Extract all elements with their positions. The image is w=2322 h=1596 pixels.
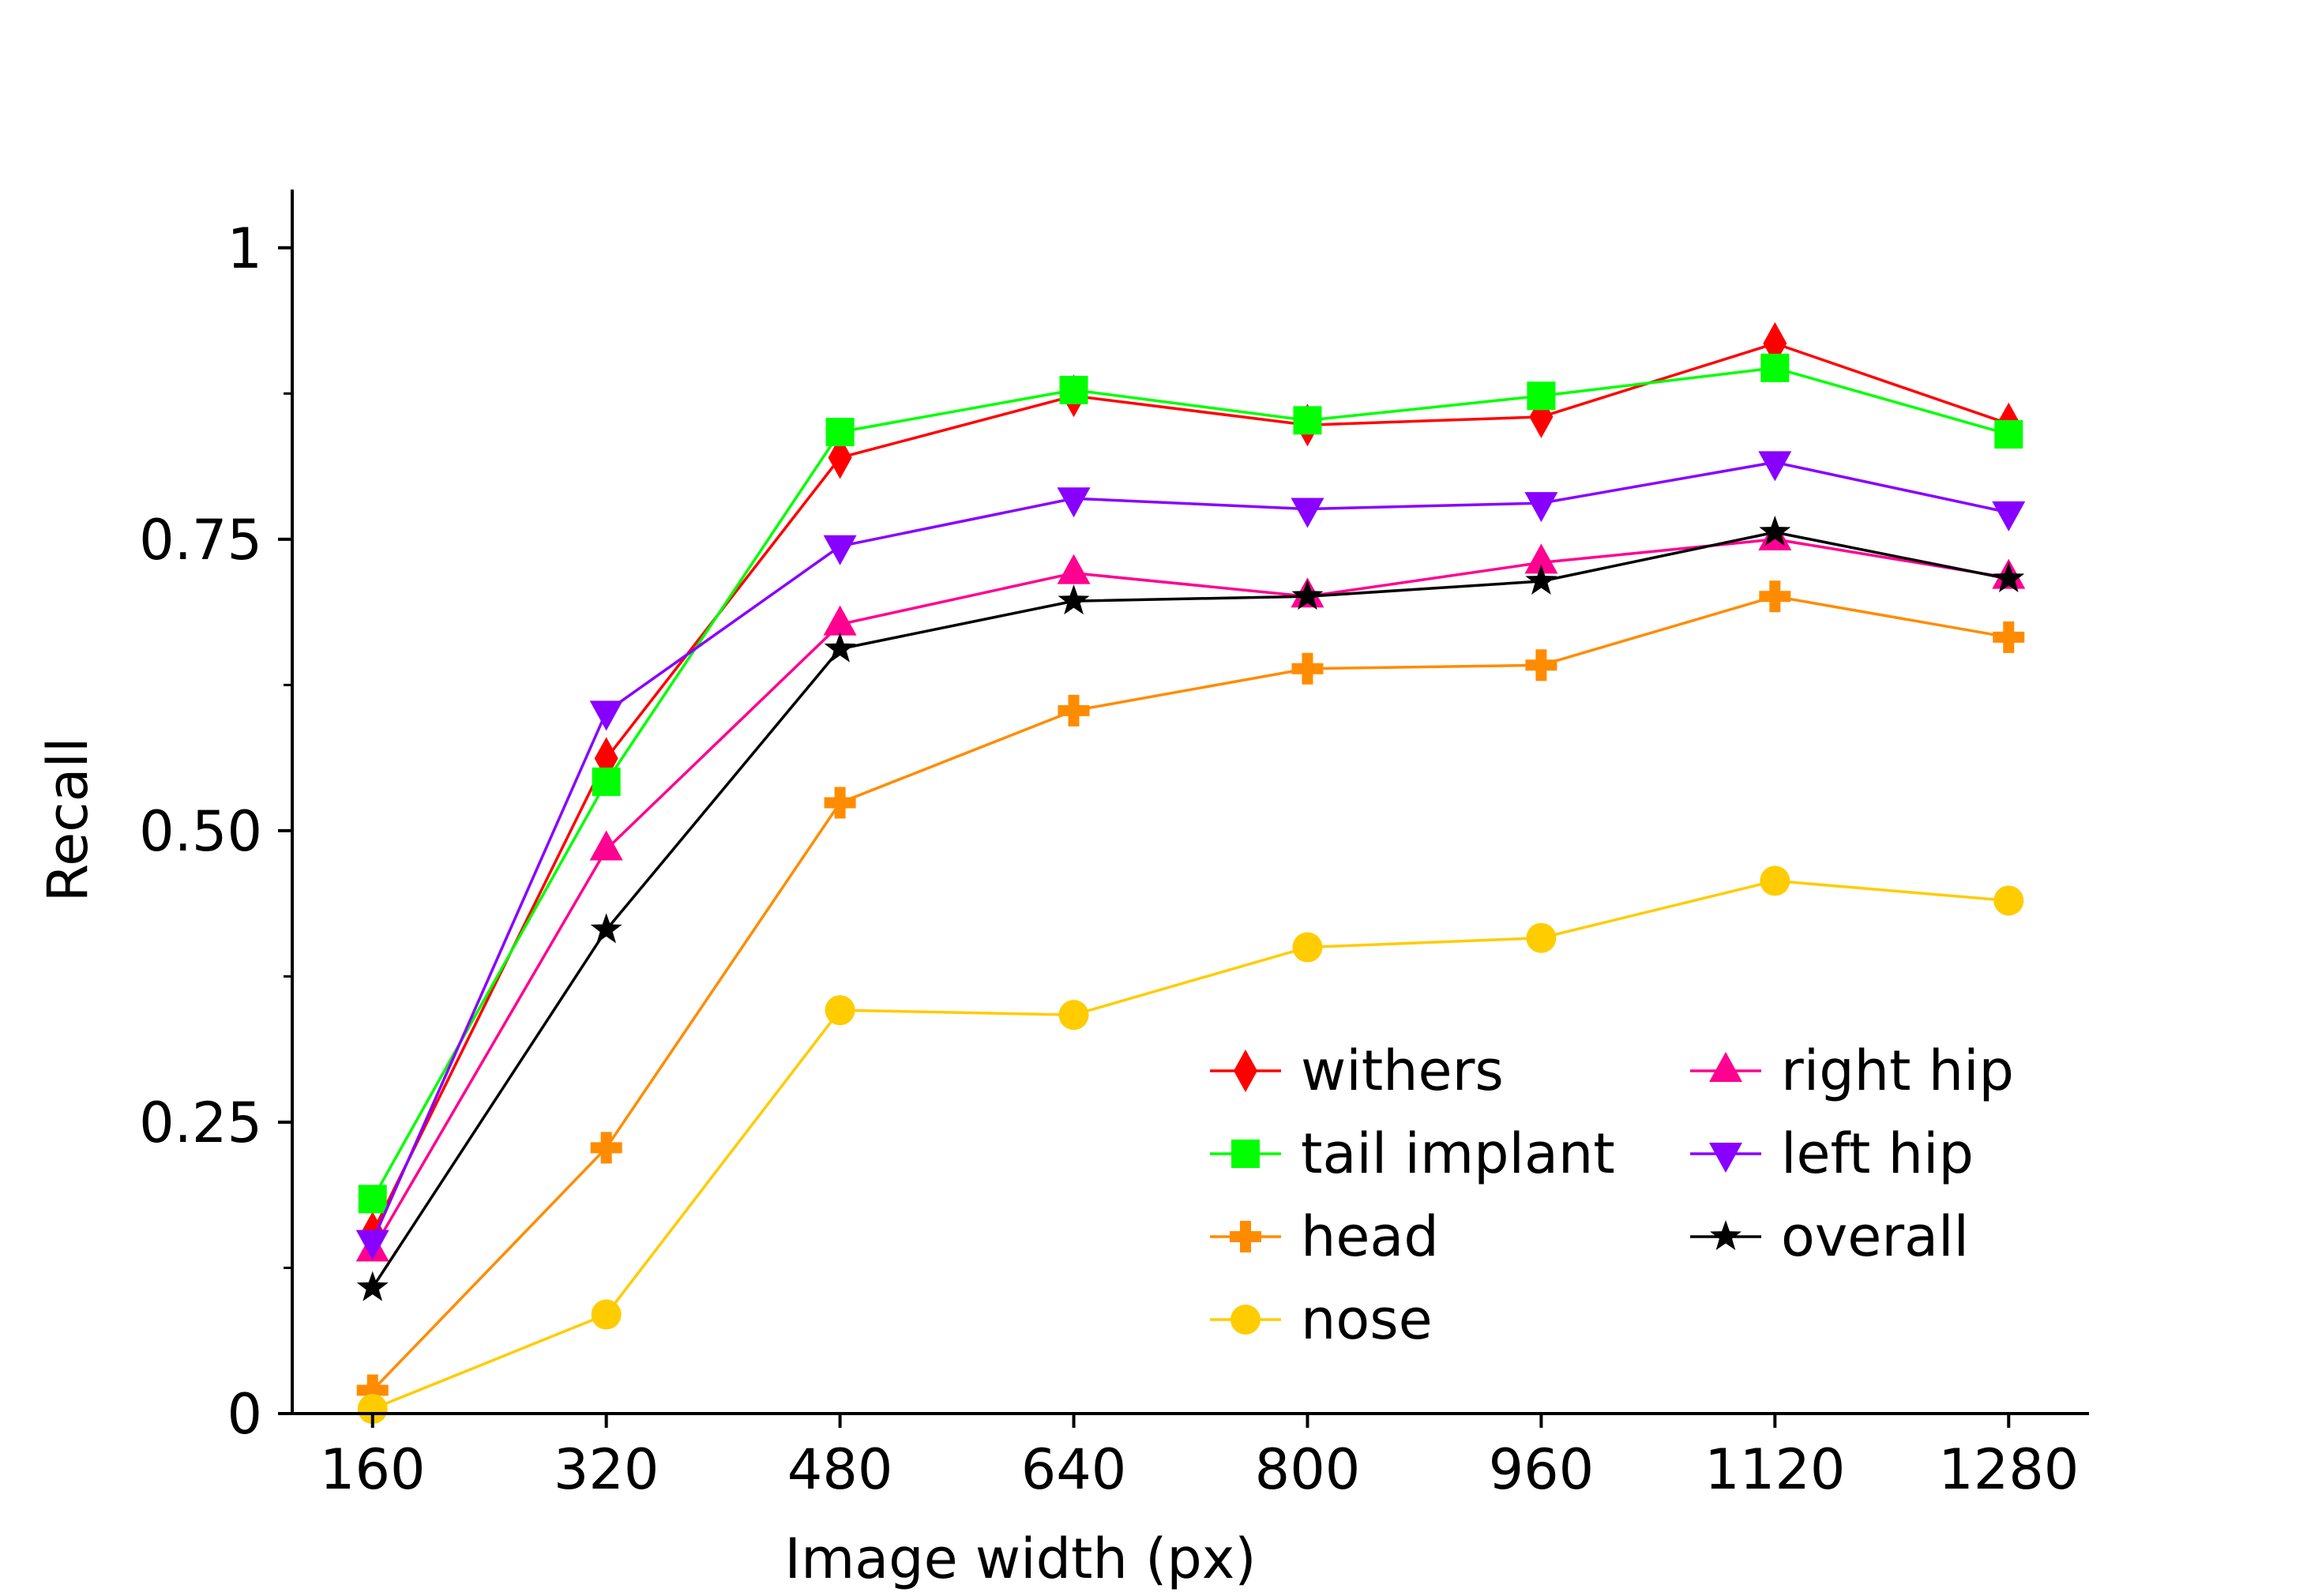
legend-entry-nose: nose — [1210, 1287, 1433, 1352]
data-point-nose-1120 — [1760, 866, 1790, 896]
data-point-tail-implant-160 — [358, 1185, 387, 1214]
legend-entry-tail-implant: tail implant — [1210, 1121, 1615, 1186]
data-point-right-hip-320 — [589, 830, 623, 861]
data-point-left-hip-160 — [355, 1230, 389, 1260]
data-point-nose-800 — [1292, 932, 1323, 963]
data-point-nose-320 — [591, 1299, 622, 1330]
data-point-tail-implant-960 — [1527, 381, 1556, 411]
data-point-right-hip-480 — [823, 605, 857, 636]
series-line-left-hip — [371, 460, 2009, 1242]
y-tick-label: 0.25 — [139, 1091, 262, 1155]
legend-label-left-hip: left hip — [1781, 1121, 1974, 1186]
data-point-overall-960 — [1525, 565, 1557, 595]
legend-marker-tail-implant — [1231, 1140, 1260, 1168]
series-head — [356, 580, 2025, 1406]
x-axis-label: Image width (px) — [784, 1527, 1256, 1591]
x-tick-label: 640 — [1021, 1437, 1127, 1502]
x-tick-label: 160 — [320, 1437, 426, 1502]
data-point-left-hip-960 — [1524, 492, 1558, 523]
data-point-tail-implant-1120 — [1760, 353, 1790, 382]
data-point-left-hip-320 — [589, 700, 623, 731]
legend-label-nose: nose — [1301, 1287, 1433, 1352]
data-point-head-800 — [1291, 652, 1324, 685]
data-point-head-960 — [1525, 649, 1557, 682]
data-point-tail-implant-640 — [1059, 375, 1088, 404]
legend-marker-withers — [1234, 1050, 1257, 1092]
legend-entry-withers: withers — [1210, 1038, 1504, 1103]
data-point-nose-640 — [1058, 1000, 1089, 1031]
y-tick-label: 1 — [227, 216, 262, 281]
data-point-nose-160 — [357, 1394, 388, 1425]
data-point-left-hip-480 — [823, 535, 857, 565]
legend-marker-nose — [1231, 1305, 1261, 1335]
data-point-overall-160 — [356, 1271, 389, 1301]
series-line-tail-implant — [371, 366, 2009, 1200]
x-tick-label: 1120 — [1704, 1437, 1845, 1502]
legend-label-tail-implant: tail implant — [1301, 1121, 1615, 1186]
ticks-layer: 160 320 480 640 800 960 1120 1280 0 0.25 0.50 0.75 1 — [139, 216, 2079, 1502]
legend-entry-overall: overall — [1690, 1204, 1969, 1269]
legend-label-withers: withers — [1301, 1038, 1504, 1103]
data-point-tail-implant-480 — [825, 418, 855, 447]
legend-label-overall: overall — [1781, 1204, 1969, 1269]
data-point-nose-960 — [1526, 922, 1557, 953]
series-tail-implant — [358, 353, 2023, 1214]
data-point-withers-960 — [1529, 395, 1554, 438]
legend-label-right-hip: right hip — [1781, 1038, 2014, 1103]
y-tick-label: 0.75 — [139, 508, 262, 573]
data-point-right-hip-960 — [1524, 543, 1558, 574]
data-point-tail-implant-800 — [1293, 406, 1322, 435]
series-line-nose — [372, 879, 2009, 1410]
data-point-right-hip-640 — [1057, 554, 1091, 584]
data-point-overall-320 — [590, 913, 622, 944]
series-line-head — [371, 595, 2009, 1391]
y-tick-label: 0.50 — [139, 799, 262, 864]
legend-entry-left-hip: left hip — [1690, 1121, 1974, 1186]
data-point-nose-480 — [825, 995, 855, 1026]
x-tick-label: 480 — [787, 1437, 893, 1502]
x-tick-label: 1280 — [1938, 1437, 2079, 1502]
series-left-hip — [355, 451, 2026, 1260]
data-point-head-320 — [590, 1132, 622, 1164]
legend: withers tail implant head nose right hip left… — [1210, 1038, 2014, 1352]
data-point-overall-1280 — [1993, 562, 2025, 593]
data-point-overall-480 — [824, 632, 856, 663]
data-point-head-480 — [824, 787, 856, 819]
data-point-nose-1280 — [1993, 885, 2024, 916]
series-line-overall — [371, 531, 2009, 1289]
data-point-head-640 — [1058, 694, 1090, 727]
data-point-head-160 — [356, 1374, 389, 1406]
legend-entry-head: head — [1210, 1204, 1439, 1269]
series-overall — [356, 516, 2025, 1301]
legend-label-head: head — [1301, 1204, 1439, 1269]
legend-marker-right-hip — [1709, 1052, 1742, 1082]
data-point-overall-1120 — [1759, 516, 1791, 546]
series-line-withers — [371, 342, 2009, 1234]
series-nose — [357, 866, 2024, 1425]
data-point-head-1280 — [1993, 621, 2025, 653]
x-tick-label: 960 — [1489, 1437, 1595, 1502]
y-tick-label: 0 — [227, 1382, 262, 1447]
legend-marker-overall — [1710, 1220, 1742, 1250]
data-point-left-hip-1120 — [1758, 451, 1792, 482]
data-point-left-hip-1280 — [1992, 501, 2026, 531]
data-point-left-hip-640 — [1057, 487, 1091, 518]
legend-marker-head — [1230, 1221, 1261, 1252]
y-axis-label: Recall — [36, 738, 100, 903]
data-point-head-1120 — [1759, 580, 1791, 613]
data-point-tail-implant-320 — [592, 767, 621, 796]
series-layer — [355, 321, 2026, 1425]
data-point-withers-480 — [828, 436, 852, 479]
data-point-tail-implant-1280 — [1994, 420, 2023, 449]
series-line-right-hip — [371, 538, 2009, 1252]
data-point-overall-640 — [1058, 584, 1090, 615]
legend-entry-right-hip: right hip — [1690, 1038, 2014, 1103]
data-point-left-hip-800 — [1291, 498, 1324, 528]
x-tick-label: 320 — [554, 1437, 659, 1502]
data-point-overall-800 — [1291, 580, 1324, 610]
legend-marker-left-hip — [1709, 1143, 1742, 1173]
x-tick-label: 800 — [1255, 1437, 1361, 1502]
